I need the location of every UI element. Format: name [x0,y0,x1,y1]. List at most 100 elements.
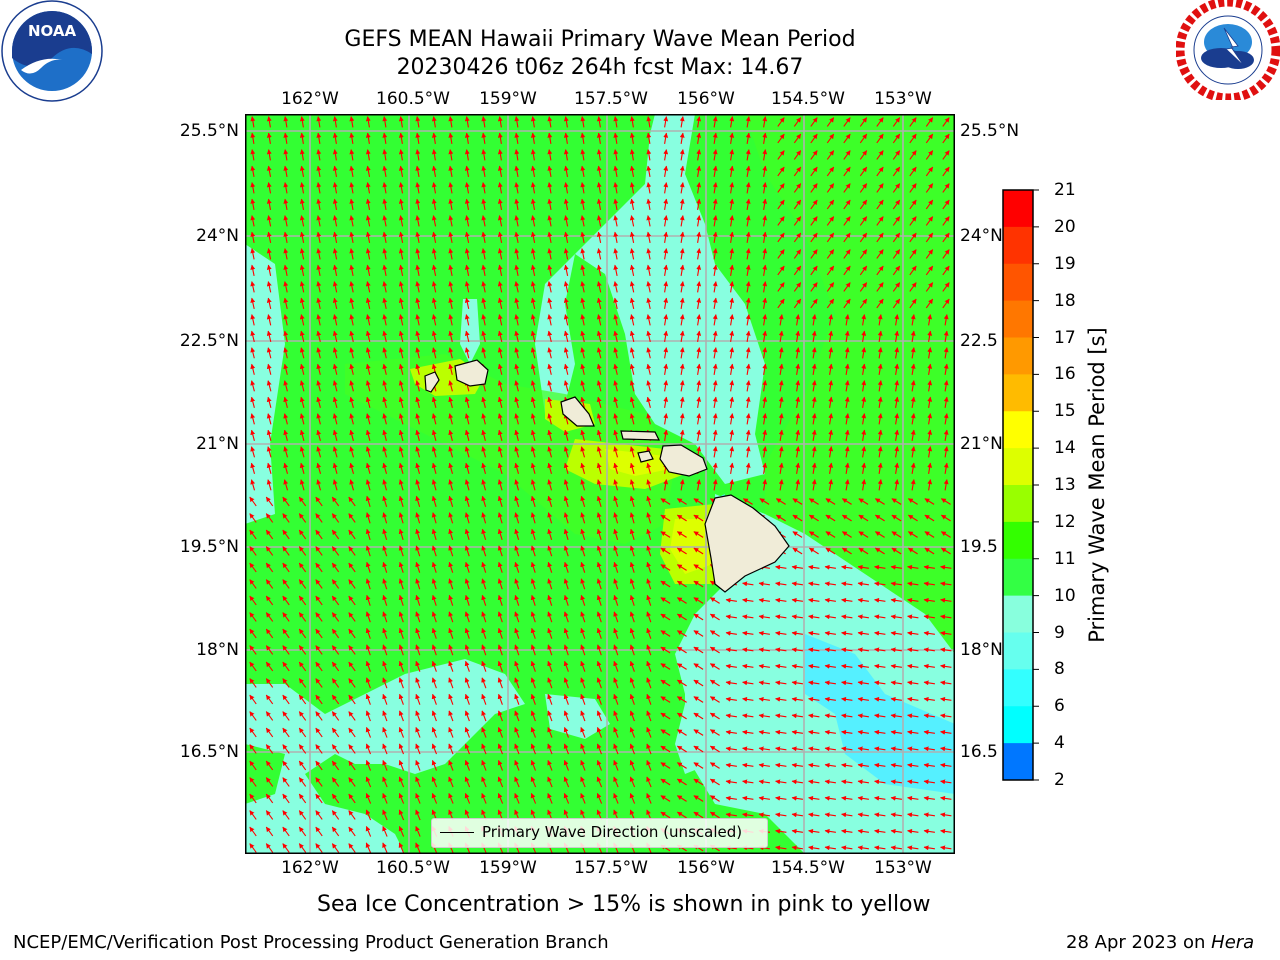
wave-direction-arrow [942,216,950,226]
wave-direction-arrow [580,132,586,144]
wave-direction-arrow [909,166,917,177]
wave-direction-arrow [629,231,635,244]
wave-direction-arrow [925,216,934,226]
wave-direction-arrow [563,297,569,310]
wave-direction-arrow [316,116,322,128]
wave-direction-arrow [283,198,289,211]
wave-direction-arrow [793,249,802,259]
wave-direction-arrow [826,199,835,210]
wave-direction-arrow [810,265,818,276]
colorbar-label: Primary Wave Mean Period [s] [1085,327,1109,643]
wave-direction-arrow [613,330,619,343]
wave-direction-arrow [810,216,818,226]
wave-direction-arrow [745,116,751,128]
wave-direction-arrow [892,249,901,259]
wave-direction-arrow [925,265,934,276]
wave-direction-arrow [859,265,868,276]
wave-direction-arrow [266,215,272,227]
period-field-14s-maui [605,449,670,476]
lat-label-left-5: 18°N [196,640,239,660]
wave-direction-arrow [892,298,901,309]
wave-direction-arrow [762,248,768,260]
wave-direction-arrow [431,347,437,359]
wave-direction-arrow [266,264,272,277]
wave-direction-arrow [349,363,355,375]
wave-direction-arrow [712,198,718,210]
wave-direction-arrow [547,165,553,178]
wave-direction-arrow [431,281,437,293]
wave-direction-arrow [762,149,768,161]
wave-direction-arrow [580,198,586,211]
wave-direction-arrow [283,264,289,277]
wave-direction-arrow [530,347,536,359]
wave-direction-arrow [679,248,685,260]
wave-direction-arrow [826,265,835,276]
wave-direction-arrow [795,347,801,359]
wave-direction-arrow [563,281,569,293]
wave-direction-arrow [283,314,289,326]
wave-direction-arrow [382,165,388,178]
wave-direction-arrow [679,363,685,375]
wave-direction-arrow [629,330,635,343]
wave-direction-arrow [810,133,818,144]
wave-direction-arrow [810,150,818,160]
wave-direction-arrow [629,132,635,144]
wave-direction-arrow [448,149,454,161]
wave-direction-arrow [942,249,950,259]
wave-direction-arrow [679,347,685,359]
wave-direction-arrow [382,347,388,359]
wave-direction-arrow [843,249,851,259]
wave-direction-arrow [547,182,553,194]
wave-direction-arrow [415,248,421,260]
wave-direction-arrow [778,314,784,326]
wave-direction-arrow [596,248,602,260]
wave-direction-arrow [398,182,404,194]
wave-direction-arrow [828,314,834,326]
wave-direction-arrow [596,132,602,144]
wave-direction-arrow [942,265,950,276]
wave-direction-arrow [843,150,851,160]
wave-direction-arrow [596,182,602,194]
wave-direction-arrow [925,166,934,177]
wave-direction-arrow [316,132,322,144]
wave-direction-arrow [332,248,338,260]
lon-label-top-6: 153°W [874,89,932,109]
wave-direction-arrow [663,132,669,144]
wave-direction-arrow [398,231,404,244]
wave-direction-arrow [316,215,322,227]
lat-label-right-1: 24°N [960,226,1003,246]
lon-label-bottom-3: 157.5°W [574,858,648,878]
wave-direction-arrow [283,347,289,359]
wave-direction-arrow [596,149,602,161]
wave-direction-arrow [250,330,256,343]
wave-direction-arrow [876,265,884,276]
wave-direction-arrow [826,298,835,309]
wave-direction-arrow [481,330,487,343]
wave-direction-arrow [861,330,867,342]
wave-direction-arrow [696,116,702,128]
wave-direction-arrow [398,198,404,211]
wave-direction-arrow [415,165,421,178]
wave-direction-arrow [826,216,835,226]
wave-direction-arrow [497,314,503,326]
wave-direction-arrow [679,198,685,210]
wave-direction-arrow [283,215,289,227]
island-molokai [620,430,660,441]
wave-direction-arrow [563,264,569,277]
wave-direction-arrow [729,314,735,326]
wave-direction-arrow [777,232,785,243]
wave-direction-arrow [777,166,785,177]
colorbar-tick-label-12: 9 [1054,622,1065,643]
wave-direction-arrow [332,363,338,375]
wave-direction-arrow [398,149,404,161]
wave-direction-arrow [530,198,536,211]
colorbar-tick-label-10: 11 [1054,548,1076,569]
wave-direction-arrow [481,182,487,194]
wave-direction-arrow [892,199,901,210]
wave-direction-arrow [696,182,702,194]
wave-direction-arrow [580,330,586,343]
wave-direction-arrow [745,215,751,227]
wave-direction-arrow [365,314,371,326]
wave-direction-arrow [876,249,884,259]
wave-direction-arrow [646,132,652,144]
